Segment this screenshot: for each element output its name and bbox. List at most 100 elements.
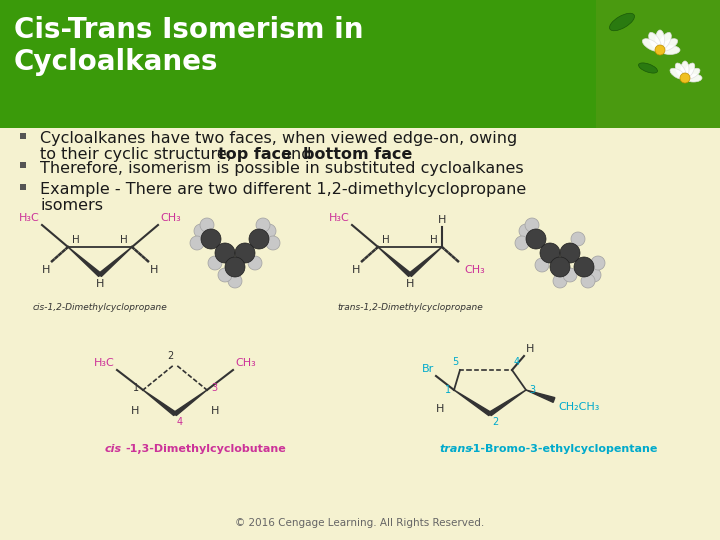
Circle shape xyxy=(560,243,580,263)
Ellipse shape xyxy=(639,63,657,73)
Text: Cis-Trans Isomerism in: Cis-Trans Isomerism in xyxy=(14,16,364,44)
Ellipse shape xyxy=(685,74,702,82)
Text: -1-Bromo-3-ethylcyclopentane: -1-Bromo-3-ethylcyclopentane xyxy=(468,444,657,454)
Circle shape xyxy=(190,236,204,250)
Text: to their cyclic structure,: to their cyclic structure, xyxy=(40,147,237,162)
Text: H₃C: H₃C xyxy=(94,358,115,368)
Text: H: H xyxy=(120,235,128,245)
Text: H: H xyxy=(72,235,80,245)
Ellipse shape xyxy=(659,32,671,50)
Polygon shape xyxy=(143,390,176,416)
Text: 5: 5 xyxy=(451,357,458,367)
Text: H: H xyxy=(382,235,390,245)
Ellipse shape xyxy=(655,30,665,50)
Text: H: H xyxy=(436,404,444,414)
Ellipse shape xyxy=(660,39,678,51)
Polygon shape xyxy=(526,390,555,402)
Text: H: H xyxy=(438,215,446,225)
Ellipse shape xyxy=(660,45,680,55)
Text: CH₃: CH₃ xyxy=(235,358,256,368)
Text: H: H xyxy=(526,344,534,354)
Circle shape xyxy=(235,243,255,263)
Text: H: H xyxy=(431,235,438,245)
Circle shape xyxy=(266,236,280,250)
Bar xyxy=(0,128,720,540)
Circle shape xyxy=(215,243,235,263)
Text: H: H xyxy=(131,406,139,416)
Circle shape xyxy=(526,229,546,249)
Text: © 2016 Cengage Learning. All Rights Reserved.: © 2016 Cengage Learning. All Rights Rese… xyxy=(235,518,485,528)
Circle shape xyxy=(225,257,245,277)
Bar xyxy=(20,133,26,139)
Circle shape xyxy=(587,268,601,282)
Ellipse shape xyxy=(642,39,660,51)
Text: CH₂CH₃: CH₂CH₃ xyxy=(558,402,599,412)
Polygon shape xyxy=(68,247,102,276)
Polygon shape xyxy=(174,390,207,416)
Ellipse shape xyxy=(685,68,700,79)
Circle shape xyxy=(262,224,276,238)
Circle shape xyxy=(515,236,529,250)
Polygon shape xyxy=(454,390,491,416)
Text: 4: 4 xyxy=(514,357,520,367)
Ellipse shape xyxy=(649,32,662,50)
Polygon shape xyxy=(489,390,526,416)
Polygon shape xyxy=(378,247,411,276)
Circle shape xyxy=(519,224,533,238)
Circle shape xyxy=(550,257,570,277)
Text: H: H xyxy=(42,265,50,275)
Text: H: H xyxy=(150,265,158,275)
Ellipse shape xyxy=(670,68,685,79)
Circle shape xyxy=(256,218,270,232)
Text: H₃C: H₃C xyxy=(329,213,350,223)
Circle shape xyxy=(194,224,208,238)
Text: H: H xyxy=(406,279,414,289)
Circle shape xyxy=(228,274,242,288)
Polygon shape xyxy=(409,247,442,276)
Bar xyxy=(20,184,26,190)
Circle shape xyxy=(200,218,214,232)
Text: H: H xyxy=(211,406,219,416)
Text: bottom face: bottom face xyxy=(303,147,413,162)
Text: top face: top face xyxy=(218,147,292,162)
Circle shape xyxy=(525,218,539,232)
Text: CH₃: CH₃ xyxy=(464,265,485,275)
Circle shape xyxy=(249,229,269,249)
Circle shape xyxy=(553,274,567,288)
Text: trans-1,2-Dimethylcyclopropane: trans-1,2-Dimethylcyclopropane xyxy=(337,303,483,312)
Text: -1,3-Dimethylcyclobutane: -1,3-Dimethylcyclobutane xyxy=(125,444,286,454)
Text: cis: cis xyxy=(105,444,122,454)
Text: H: H xyxy=(352,265,360,275)
Text: H: H xyxy=(96,279,104,289)
Circle shape xyxy=(208,256,222,270)
Bar xyxy=(20,162,26,168)
Circle shape xyxy=(680,73,690,83)
Circle shape xyxy=(201,229,221,249)
Text: isomers: isomers xyxy=(40,198,103,213)
Text: 1: 1 xyxy=(133,383,139,393)
Text: 2: 2 xyxy=(167,351,173,361)
Text: 1: 1 xyxy=(445,385,451,395)
Circle shape xyxy=(248,256,262,270)
Text: trans: trans xyxy=(440,444,473,454)
Text: H₃C: H₃C xyxy=(19,213,40,223)
Bar xyxy=(596,0,720,128)
Bar xyxy=(0,0,720,128)
Circle shape xyxy=(571,232,585,246)
Text: cis-1,2-Dimethylcyclopropane: cis-1,2-Dimethylcyclopropane xyxy=(32,303,167,312)
Text: Example - There are two different 1,2-dimethylcyclopropane: Example - There are two different 1,2-di… xyxy=(40,182,526,197)
Circle shape xyxy=(218,268,232,282)
Circle shape xyxy=(540,243,560,263)
Circle shape xyxy=(591,256,605,270)
Circle shape xyxy=(581,274,595,288)
Circle shape xyxy=(563,268,577,282)
Text: Cycloalkanes: Cycloalkanes xyxy=(14,48,218,76)
Circle shape xyxy=(574,257,594,277)
Text: Br: Br xyxy=(422,364,434,374)
Text: CH₃: CH₃ xyxy=(160,213,181,223)
Ellipse shape xyxy=(610,14,634,31)
Text: 3: 3 xyxy=(529,385,535,395)
Circle shape xyxy=(535,258,549,272)
Text: Cycloalkanes have two faces, when viewed edge-on, owing: Cycloalkanes have two faces, when viewed… xyxy=(40,131,517,146)
Text: and: and xyxy=(276,147,317,162)
